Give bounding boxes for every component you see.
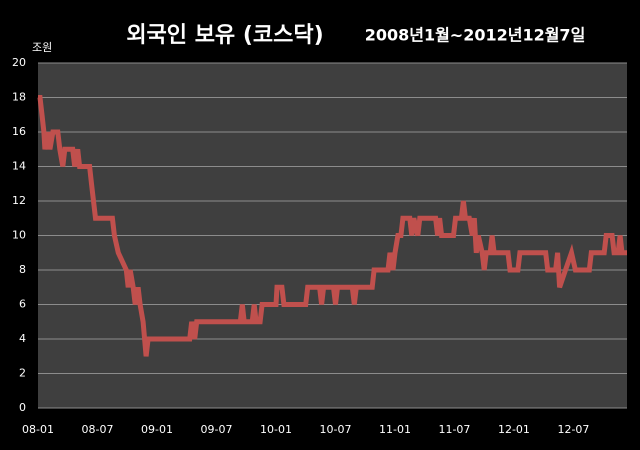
y-tick-label: 8: [19, 263, 26, 276]
chart-title: 외국인 보유 (코스닥): [126, 23, 323, 48]
x-tick-label: 09-01: [141, 423, 173, 436]
y-tick-label: 2: [19, 367, 26, 380]
x-tick-label: 08-07: [82, 423, 114, 436]
x-tick-label: 08-01: [22, 423, 54, 436]
x-tick-label: 12-01: [498, 423, 530, 436]
y-tick-label: 0: [19, 401, 26, 414]
chart-subtitle: 2008년1월~2012년12월7일: [365, 26, 586, 45]
x-tick-label: 10-01: [260, 423, 292, 436]
y-tick-label: 12: [12, 194, 26, 207]
y-unit: 조원: [32, 41, 52, 54]
x-tick-label: 09-07: [201, 423, 233, 436]
y-tick-label: 6: [19, 298, 26, 311]
y-tick-label: 18: [12, 91, 26, 104]
y-tick-label: 10: [12, 229, 26, 242]
y-tick-label: 20: [12, 56, 26, 69]
y-tick-label: 4: [19, 332, 26, 345]
x-tick-label: 11-07: [438, 423, 470, 436]
x-tick-label: 11-01: [379, 423, 411, 436]
x-tick-label: 10-07: [319, 423, 351, 436]
y-tick-label: 16: [12, 125, 26, 138]
x-tick-label: 12-07: [557, 423, 589, 436]
y-tick-label: 14: [12, 160, 26, 173]
data-line: [37, 95, 627, 357]
